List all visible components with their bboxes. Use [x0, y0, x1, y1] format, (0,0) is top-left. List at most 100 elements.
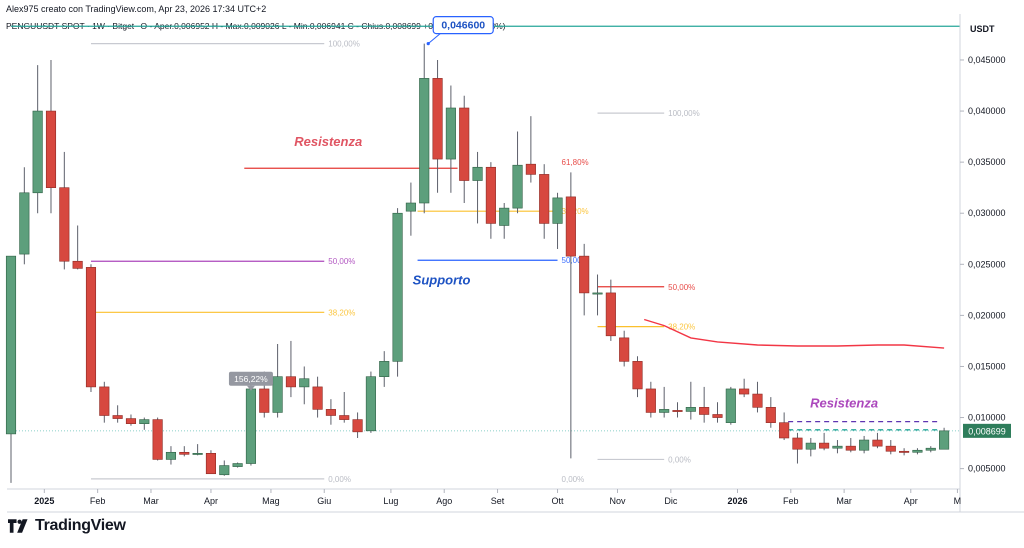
candle-body [99, 386, 110, 416]
candle-body [579, 255, 590, 294]
candle-body [139, 419, 150, 424]
time-tick-label: Dic [664, 496, 677, 506]
time-tick-label: M [954, 496, 962, 506]
time-tick-label: Mar [143, 496, 159, 506]
fib-level-label: 50,00% [668, 283, 695, 292]
candle-body [699, 407, 710, 415]
candle-body [379, 361, 390, 377]
candle-body [672, 410, 683, 412]
candle-body [832, 445, 843, 449]
fib-level-label: 100,00% [328, 40, 360, 49]
candle-body [165, 451, 177, 460]
time-tick-label: 2025 [34, 496, 54, 506]
resistenza-label-1: Resistenza [294, 134, 362, 149]
price-tick-label: 0,020000 [968, 310, 1006, 320]
candle-body [605, 292, 616, 337]
candle-body [779, 422, 790, 439]
tradingview-brand-text: TradingView [35, 517, 126, 534]
candle-body [659, 409, 670, 413]
time-tick-label: Giu [317, 496, 331, 506]
fib-level-label: 0,00% [328, 475, 351, 484]
fib-level-label: 0,00% [668, 455, 691, 464]
candle-body [245, 388, 256, 464]
candle-body [819, 442, 830, 449]
candle-body [152, 419, 163, 460]
candle-body [485, 166, 496, 224]
supporto-label: Supporto [413, 273, 471, 288]
candle-body [552, 197, 563, 224]
fib-level-label: 0,00% [562, 475, 585, 484]
candle-body [925, 447, 936, 451]
candle-body [725, 388, 736, 423]
candle-body [899, 450, 910, 453]
candle-body [85, 267, 97, 388]
percent-callout-pointer [246, 385, 255, 391]
candle-body [459, 107, 470, 181]
time-tick-label: Mag [262, 496, 280, 506]
time-tick-label: Feb [90, 496, 106, 506]
candle-body [299, 378, 310, 388]
candle-body [645, 388, 656, 413]
candle-body [219, 465, 230, 476]
candle-body [192, 453, 203, 455]
candle-body [179, 451, 190, 455]
candle-body [592, 292, 603, 295]
fib-level-label: 38,20% [668, 323, 695, 332]
percent-callout-label: 156,22% [234, 374, 268, 384]
tradingview-logo-icon [8, 519, 28, 533]
candle-body [939, 430, 950, 450]
candle-body [259, 388, 270, 413]
candle-body [632, 361, 643, 390]
candle-body [419, 78, 430, 204]
chart-author-line: Alex975 creato con TradingView.com, Apr … [6, 4, 267, 14]
candle-body [525, 163, 536, 175]
candle-body [232, 463, 243, 467]
candle-body [685, 407, 696, 412]
candle-body [845, 445, 856, 451]
candle-body [859, 439, 870, 451]
high-callout-dot [426, 42, 430, 46]
moving-average-line [643, 318, 945, 349]
candle-body [499, 207, 510, 226]
time-tick-label: Apr [204, 496, 218, 506]
price-tick-label: 0,025000 [968, 259, 1006, 269]
fib-level-label: 100,00% [668, 109, 700, 118]
candle-body [805, 442, 816, 450]
time-tick-label: Apr [904, 496, 918, 506]
candle-body [392, 212, 403, 362]
candle-body [539, 174, 550, 224]
tradingview-logo[interactable]: TradingView [8, 517, 126, 535]
fib-level-label: 61,80% [562, 158, 589, 167]
candle-body [872, 439, 883, 447]
percent-callout-box [228, 371, 273, 386]
price-tick-label: 0,030000 [968, 208, 1006, 218]
candle-body [59, 187, 70, 262]
high-callout-box [432, 16, 494, 35]
time-tick-label: Lug [383, 496, 398, 506]
fib-level-label: 38,20% [328, 308, 355, 317]
time-tick-label: Mar [836, 496, 852, 506]
candle-body [445, 107, 456, 160]
time-tick-label: Ott [552, 496, 565, 506]
candle-body [352, 419, 363, 433]
candle-body [752, 393, 763, 408]
candle-body [325, 409, 336, 416]
candle-body [365, 376, 376, 432]
high-callout-label: 0,046600 [441, 20, 485, 32]
candle-body [472, 166, 483, 181]
candle-body [72, 260, 83, 269]
candle-body [712, 414, 723, 418]
time-tick-label: 2026 [727, 496, 747, 506]
fib-level-label: 50,00% [328, 257, 355, 266]
candle-body [205, 453, 216, 475]
candle-body [405, 202, 416, 212]
candle-body [125, 418, 137, 424]
price-tick-label: 0,010000 [968, 413, 1006, 423]
price-tick-label: 0,015000 [968, 361, 1006, 371]
candle-body [112, 415, 123, 419]
time-tick-label: Nov [610, 496, 627, 506]
candle-body [565, 196, 576, 257]
candle-body [432, 78, 443, 160]
resistenza-label-2: Resistenza [810, 395, 878, 410]
